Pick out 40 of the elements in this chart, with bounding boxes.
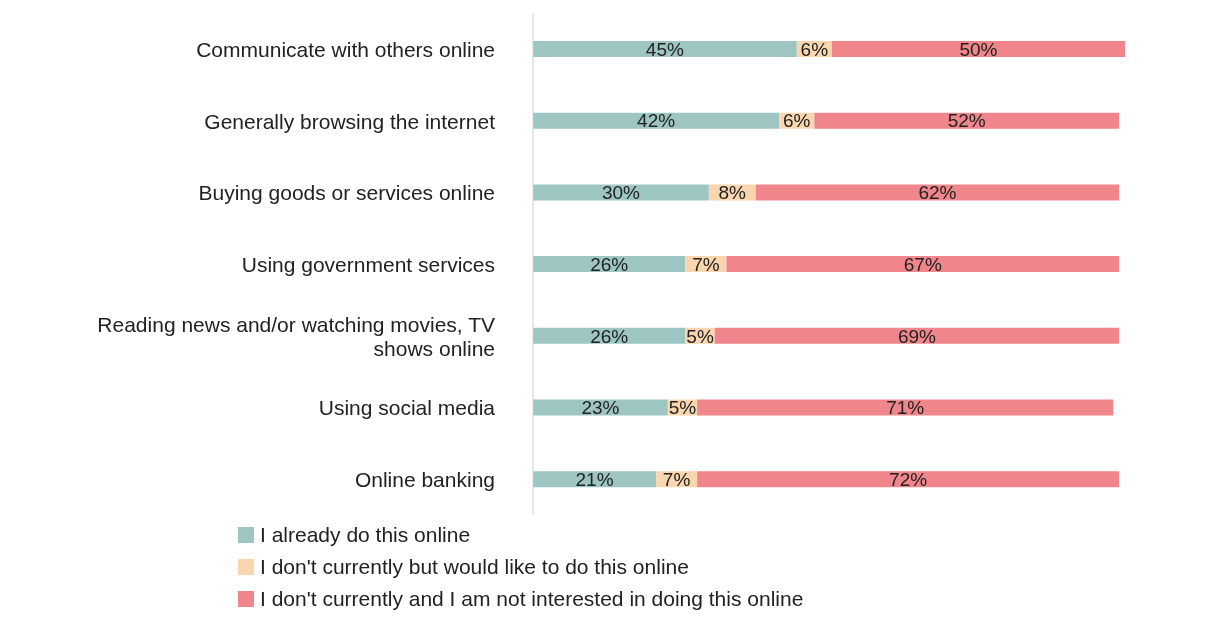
y-tick-label: Generally browsing the internet	[204, 109, 496, 133]
bar	[814, 112, 1120, 129]
legend-label: I don't currently and I am not interested in doing this online	[260, 586, 804, 612]
y-tick-label: Using government services	[241, 252, 495, 276]
bar	[697, 399, 1114, 416]
y-tick-label: Communicate with others online	[196, 37, 495, 61]
bar	[714, 327, 1120, 344]
y-tick-label: Buying goods or services online	[198, 180, 495, 204]
bar	[755, 184, 1120, 201]
data-label: 6%	[783, 110, 811, 132]
data-label: 6%	[800, 38, 829, 60]
data-label: 7%	[692, 253, 720, 275]
legend-label: I already do this online	[260, 522, 471, 548]
legend-label: I don't currently but would like to do this online	[260, 554, 689, 580]
data-label: 50%	[959, 38, 998, 60]
bar	[533, 40, 797, 57]
y-tick-label: Online banking	[354, 467, 495, 491]
data-label: 62%	[918, 182, 957, 204]
data-label: 30%	[601, 182, 641, 204]
bar	[831, 40, 1125, 57]
data-label: 5%	[686, 325, 714, 347]
data-label: 26%	[590, 253, 629, 275]
data-label: 45%	[645, 38, 684, 60]
y-tick-label: Reading news and/or watching movies, TV shows online	[97, 312, 495, 360]
data-label: 72%	[889, 469, 928, 490]
bar	[533, 112, 780, 129]
data-label: 42%	[637, 110, 676, 132]
y-tick-label: Using social media	[318, 395, 496, 419]
data-label: 69%	[897, 325, 937, 347]
bar	[697, 471, 1120, 488]
data-label: 8%	[718, 182, 747, 204]
bar	[726, 256, 1120, 273]
data-label: 21%	[575, 469, 614, 490]
data-label: 23%	[581, 397, 620, 419]
data-label: 5%	[668, 397, 697, 419]
data-label: 7%	[662, 469, 691, 490]
data-label: 67%	[903, 253, 942, 275]
data-label: 26%	[590, 325, 629, 347]
data-label: 71%	[886, 397, 925, 419]
data-label: 52%	[947, 110, 986, 132]
